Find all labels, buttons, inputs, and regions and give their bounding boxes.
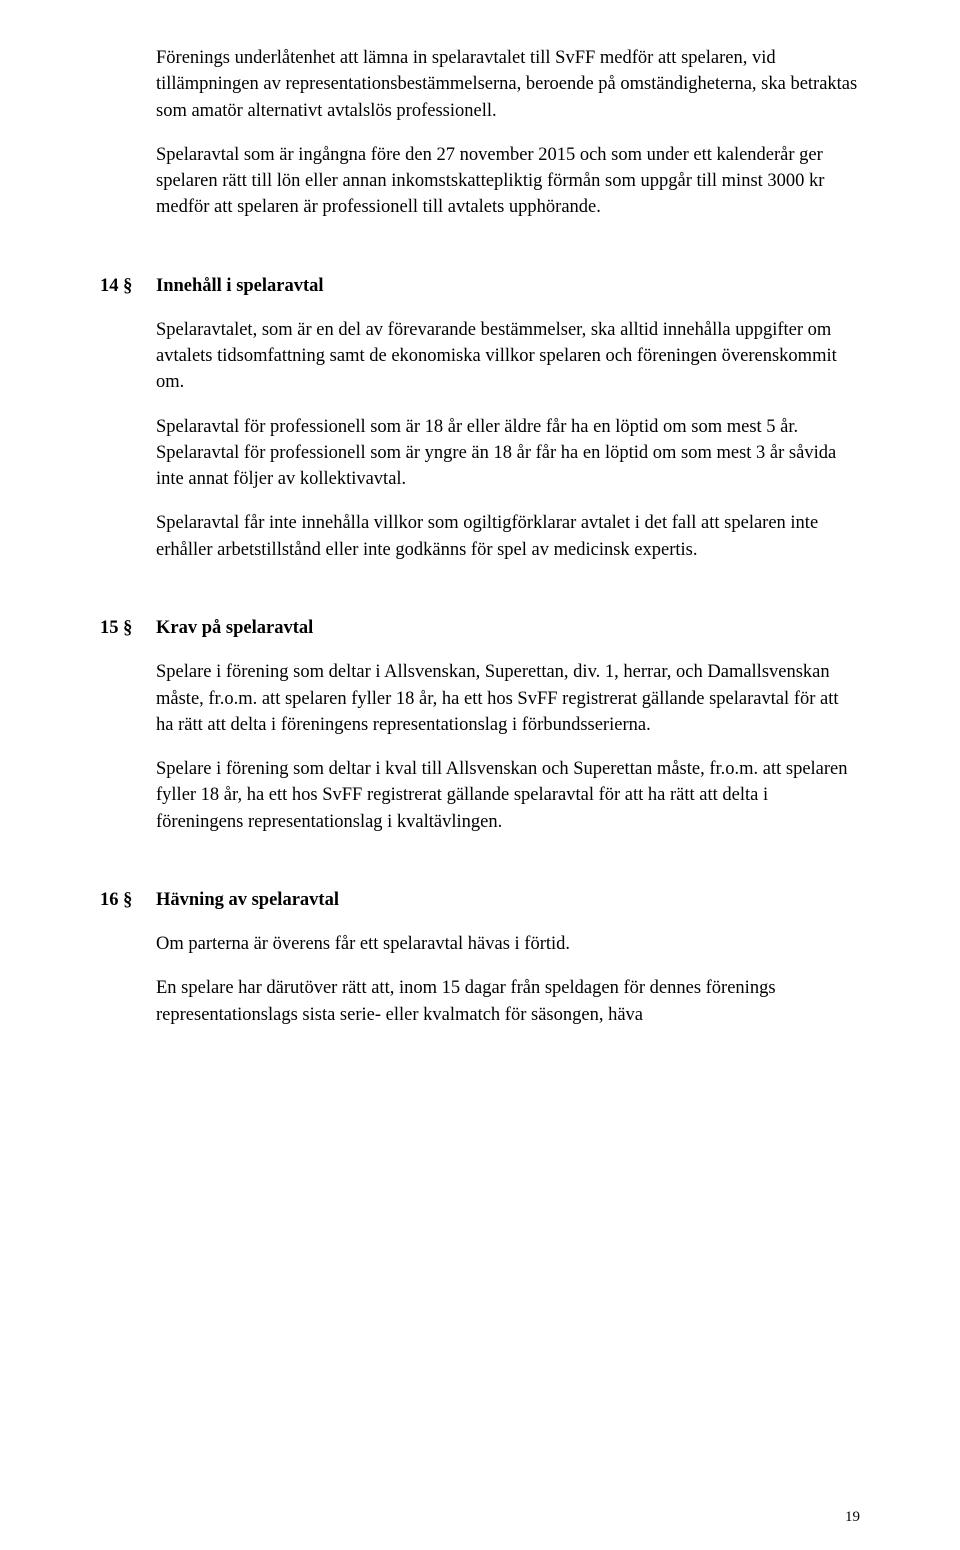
section-title: Hävning av spelaravtal [156,887,339,913]
body-paragraph: Om parterna är överens får ett spelaravt… [156,931,860,957]
body-paragraph: Spelare i förening som deltar i kval til… [156,756,860,835]
section-body: Om parterna är överens får ett spelaravt… [100,931,860,1028]
section-number: 15 § [100,615,156,641]
section-16: 16 § Hävning av spelaravtal Om parterna … [100,887,860,1028]
body-paragraph: Förenings underlåtenhet att lämna in spe… [156,45,860,124]
section-15: 15 § Krav på spelaravtal Spelare i fören… [100,615,860,835]
section-header: 15 § Krav på spelaravtal [100,615,860,641]
section-body: Spelare i förening som deltar i Allsvens… [100,659,860,835]
section-body: Spelaravtalet, som är en del av förevara… [100,317,860,563]
section-header: 16 § Hävning av spelaravtal [100,887,860,913]
section-title: Innehåll i spelaravtal [156,273,324,299]
body-paragraph: Spelaravtal får inte innehålla villkor s… [156,510,860,563]
section-number: 16 § [100,887,156,913]
body-paragraph: Spelaravtal för professionell som är 18 … [156,414,860,493]
body-paragraph: En spelare har därutöver rätt att, inom … [156,975,860,1028]
section-header: 14 § Innehåll i spelaravtal [100,273,860,299]
page-number: 19 [845,1509,860,1526]
section-number: 14 § [100,273,156,299]
page-content: Förenings underlåtenhet att lämna in spe… [0,0,960,1028]
section-14: 14 § Innehåll i spelaravtal Spelaravtale… [100,273,860,563]
body-paragraph: Spelaravtal som är ingångna före den 27 … [156,142,860,221]
intro-block: Förenings underlåtenhet att lämna in spe… [100,45,860,221]
body-paragraph: Spelaravtalet, som är en del av förevara… [156,317,860,396]
body-paragraph: Spelare i förening som deltar i Allsvens… [156,659,860,738]
section-title: Krav på spelaravtal [156,615,313,641]
